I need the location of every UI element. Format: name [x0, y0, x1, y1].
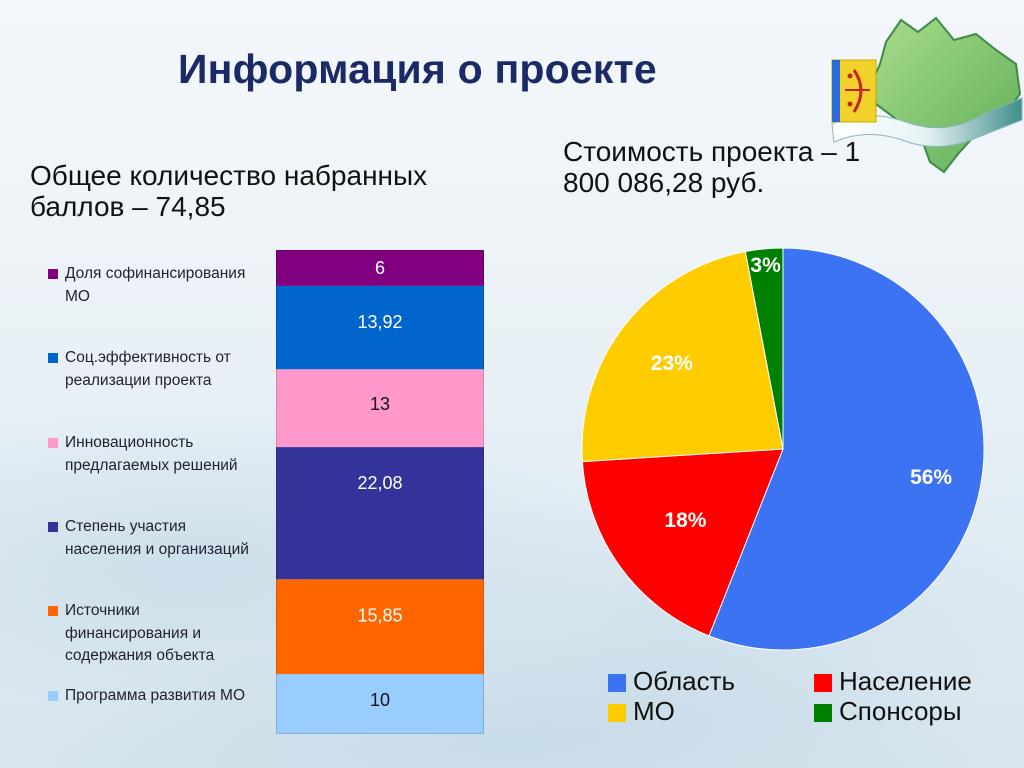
stack-segment — [276, 250, 484, 286]
legend-swatch — [48, 691, 58, 701]
pie-slice — [581, 250, 784, 463]
pie-slice-label: 18% — [664, 509, 706, 532]
stack-segment-label: 22,08 — [357, 473, 402, 493]
legend-label: Степень участия населения и организаций — [65, 518, 249, 558]
cost-subtitle: Стоимость проекта – 1 800 086,28 руб. — [563, 136, 861, 198]
region-map-flag-emblem-icon — [826, 12, 1024, 187]
legend-swatch — [814, 674, 832, 692]
pie-chart: 56% 18% 23% 3% — [570, 236, 1000, 671]
legend-swatch — [814, 704, 832, 722]
pie-slice-label: 23% — [651, 352, 693, 375]
legend-swatch — [48, 522, 58, 532]
legend-label: Население — [839, 666, 972, 696]
stack-segment — [276, 674, 484, 734]
stack-border — [276, 250, 484, 734]
legend-label: Источники финансирования и содержания об… — [65, 602, 215, 664]
legend-swatch — [48, 269, 58, 279]
pie-slice — [708, 247, 985, 651]
legend-swatch — [48, 438, 58, 448]
legend-label: Программа развития МО — [65, 687, 246, 704]
legend-swatch — [48, 353, 58, 363]
pie-slice-label: 56% — [910, 466, 952, 489]
stack-segment-label: 10 — [370, 690, 390, 710]
stack-segment — [276, 285, 484, 370]
page-title: Информация о проекте — [178, 46, 657, 92]
pie-slice-label: 3% — [750, 254, 781, 277]
stack-segment-label: 13 — [370, 394, 390, 414]
legend-swatch — [608, 704, 626, 722]
legend-swatch — [608, 674, 626, 692]
stack-segment-label: 13,92 — [357, 312, 402, 332]
legend-label: МО — [633, 696, 675, 726]
pie-slice — [744, 247, 784, 450]
legend-label: Доля софинансирования МО — [65, 265, 246, 305]
stack-segment-label: 6 — [375, 258, 385, 278]
stack-segment-label: 15,85 — [357, 605, 402, 625]
stack-segment — [276, 579, 484, 675]
legend-label: Область — [633, 666, 736, 696]
stack-segment — [276, 447, 484, 580]
score-subtitle: Общее количество набранных баллов – 74,8… — [30, 160, 428, 222]
legend-label: Соц.эффективность от реализации проекта — [65, 349, 231, 389]
legend-label: Спонсоры — [839, 696, 962, 726]
pie-slice — [581, 448, 784, 637]
stacked-bar-chart: 10 15,85 22,08 13 13,92 6 — [276, 250, 486, 745]
stack-segment — [276, 369, 484, 448]
legend-swatch — [48, 606, 58, 616]
legend-label: Инновационность предлагаемых решений — [65, 434, 238, 474]
